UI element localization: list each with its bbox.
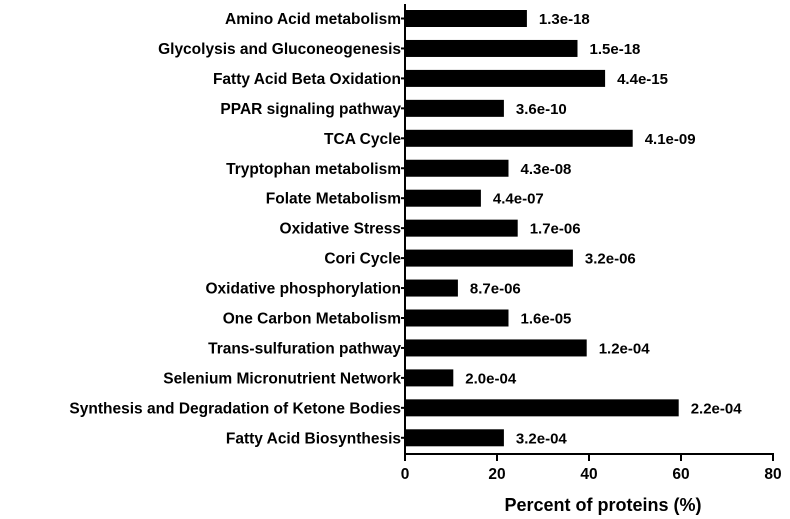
bar — [405, 190, 481, 207]
p-value-label: 1.2e-04 — [599, 340, 651, 357]
p-value-label: 3.2e-06 — [585, 251, 636, 268]
p-value-label: 1.5e-18 — [590, 41, 641, 58]
bar — [405, 369, 453, 386]
category-label: Amino Acid metabolism — [225, 11, 401, 28]
category-label: Trans-sulfuration pathway — [208, 340, 401, 357]
category-label: PPAR signaling pathway — [220, 101, 401, 118]
category-label: Oxidative Stress — [280, 221, 401, 238]
p-value-label: 2.2e-04 — [691, 400, 743, 417]
category-label: Oxidative phosphorylation — [206, 281, 402, 298]
category-label: One Carbon Metabolism — [223, 311, 401, 328]
p-value-label: 1.3e-18 — [539, 11, 590, 28]
bar — [405, 339, 587, 356]
category-label: Selenium Micronutrient Network — [163, 370, 401, 387]
category-label: TCA Cycle — [324, 131, 401, 148]
x-tick-label: 40 — [580, 466, 597, 483]
category-label: Fatty Acid Beta Oxidation — [213, 71, 401, 88]
category-labels-group: Amino Acid metabolism Glycolysis and Gluc… — [69, 11, 401, 447]
bar — [405, 160, 509, 177]
bar — [405, 280, 458, 297]
bar — [405, 130, 633, 147]
bar — [405, 429, 504, 446]
bar — [405, 10, 527, 27]
category-label: Glycolysis and Gluconeogenesis — [158, 41, 401, 58]
p-value-label: 3.6e-10 — [516, 101, 567, 118]
category-label: Fatty Acid Biosynthesis — [226, 430, 401, 447]
p-value-label: 1.6e-05 — [521, 311, 572, 328]
category-label: Cori Cycle — [324, 251, 401, 268]
bar — [405, 40, 578, 57]
x-tick-label: 20 — [488, 466, 505, 483]
bar — [405, 100, 504, 117]
x-tick-label: 0 — [401, 466, 410, 483]
p-value-label: 3.2e-04 — [516, 430, 568, 447]
p-value-label: 4.1e-09 — [645, 131, 696, 148]
x-tick-label: 80 — [764, 466, 781, 483]
p-value-label: 4.3e-08 — [521, 161, 572, 178]
p-value-label: 8.7e-06 — [470, 281, 521, 298]
p-value-label: 1.7e-06 — [530, 221, 581, 238]
p-value-label: 4.4e-15 — [617, 71, 668, 88]
category-label: Synthesis and Degradation of Ketone Bodi… — [69, 400, 401, 417]
p-value-label: 2.0e-04 — [465, 370, 517, 387]
bar — [405, 399, 679, 416]
bar — [405, 70, 605, 87]
category-label: Folate Metabolism — [266, 191, 401, 208]
x-axis-title: Percent of proteins (%) — [504, 495, 701, 515]
category-label: Tryptophan metabolism — [226, 161, 401, 178]
bar — [405, 220, 518, 237]
bar — [405, 310, 509, 327]
x-tick-label: 60 — [672, 466, 689, 483]
bar — [405, 250, 573, 267]
p-value-label: 4.4e-07 — [493, 191, 544, 208]
